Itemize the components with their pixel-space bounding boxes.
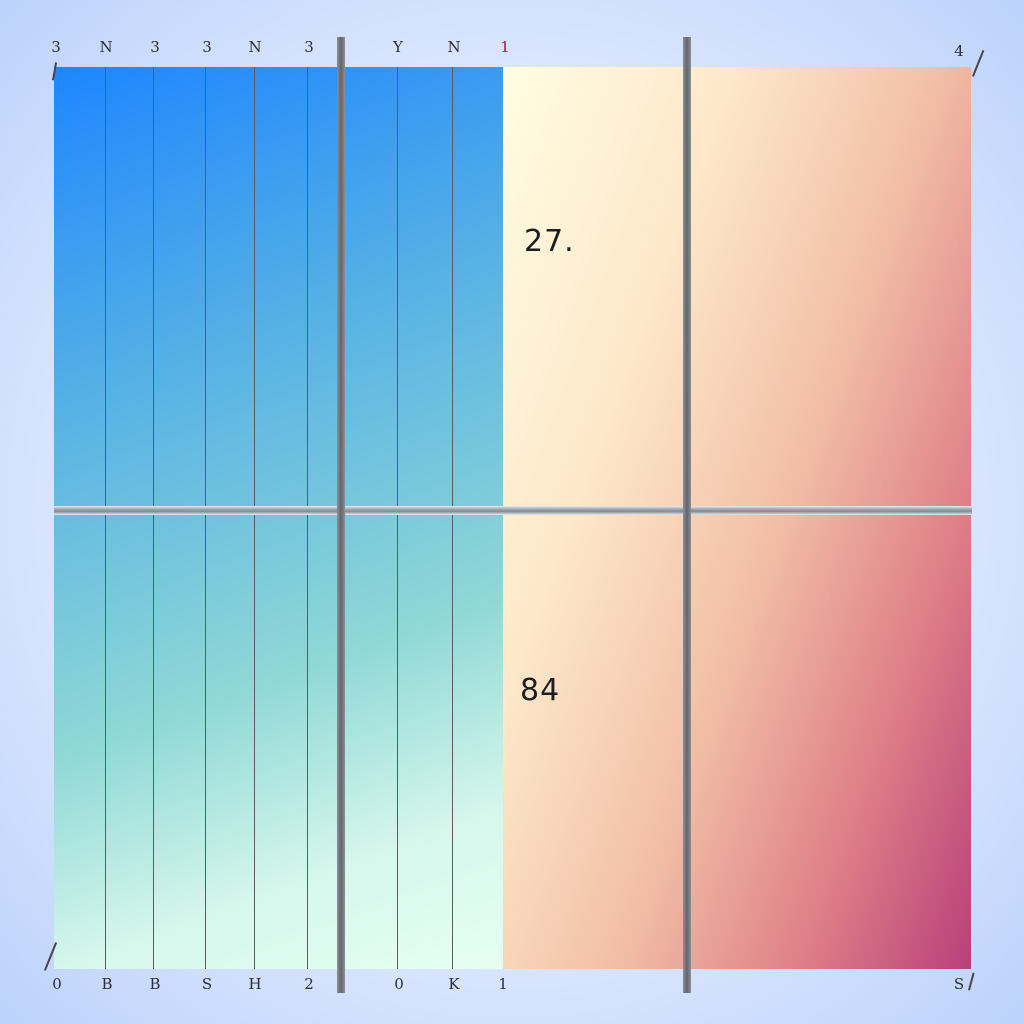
vertical-line	[153, 67, 154, 969]
lower-value-label: 84	[520, 673, 561, 708]
vertical-line	[397, 67, 398, 969]
bottom-tick-label: 0	[394, 975, 404, 993]
bottom-tick-label: 2	[304, 975, 314, 993]
top-tick-label: 3	[150, 38, 160, 56]
upper-value-label: 27.	[524, 224, 575, 259]
vertical-line	[452, 67, 453, 969]
thick-vertical-line	[337, 37, 345, 993]
horizontal-divider	[54, 506, 972, 515]
bottom-tick-label: H	[248, 975, 262, 993]
vertical-line	[105, 67, 106, 969]
top-tick-label: Y	[393, 38, 403, 56]
top-tick-label: N	[248, 38, 262, 56]
top-tick-label: N	[99, 38, 113, 56]
warm-gradient-panel	[503, 67, 971, 969]
top-tick-label: N	[447, 38, 461, 56]
corner-mark	[972, 50, 985, 77]
corner-mark	[968, 972, 975, 991]
bottom-tick-label: K	[448, 975, 460, 993]
bottom-tick-label: S	[953, 975, 965, 993]
cool-gradient-panel	[54, 67, 503, 969]
bottom-tick-label: B	[149, 975, 161, 993]
bottom-tick-label: 1	[498, 975, 508, 993]
top-tick-label: 3	[202, 38, 212, 56]
thick-vertical-line	[683, 37, 691, 993]
bottom-tick-label: S	[201, 975, 213, 993]
top-tick-label-accent: 1	[500, 38, 510, 56]
top-tick-label: 4	[954, 42, 964, 60]
bottom-tick-label: 0	[52, 975, 62, 993]
vertical-line	[254, 67, 255, 969]
top-tick-label: 3	[51, 38, 61, 56]
bottom-tick-label: B	[101, 975, 113, 993]
vertical-line	[307, 67, 308, 969]
vertical-line	[205, 67, 206, 969]
top-tick-label: 3	[304, 38, 314, 56]
